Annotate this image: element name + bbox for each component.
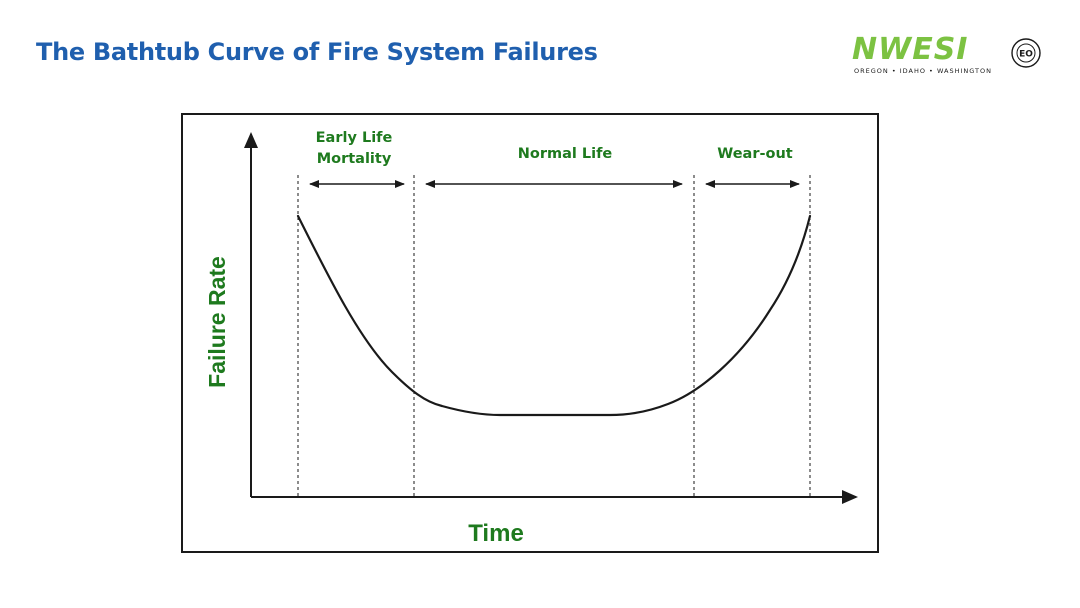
phase-label-early-life-line-2: Mortality: [317, 151, 392, 167]
company-logo: NWESI OREGON • IDAHO • WASHINGTON EO: [852, 32, 1042, 78]
logo-tagline: OREGON • IDAHO • WASHINGTON: [854, 67, 993, 75]
phase-label-wear-out: Wear-out: [717, 146, 793, 162]
slide-title: The Bathtub Curve of Fire System Failure…: [36, 38, 598, 66]
seal-text: EO: [1019, 50, 1033, 60]
failure-rate-curve: [296, 214, 812, 417]
x-axis-label: Time: [468, 520, 524, 547]
phase-label-normal-life: Normal Life: [518, 146, 613, 162]
employee-owned-seal-icon: EO: [1011, 38, 1041, 68]
y-axis-label: Failure Rate: [204, 256, 230, 388]
phase-label-early-life-line-1: Early Life: [316, 130, 393, 146]
logo-wordmark: NWESI: [852, 32, 969, 67]
